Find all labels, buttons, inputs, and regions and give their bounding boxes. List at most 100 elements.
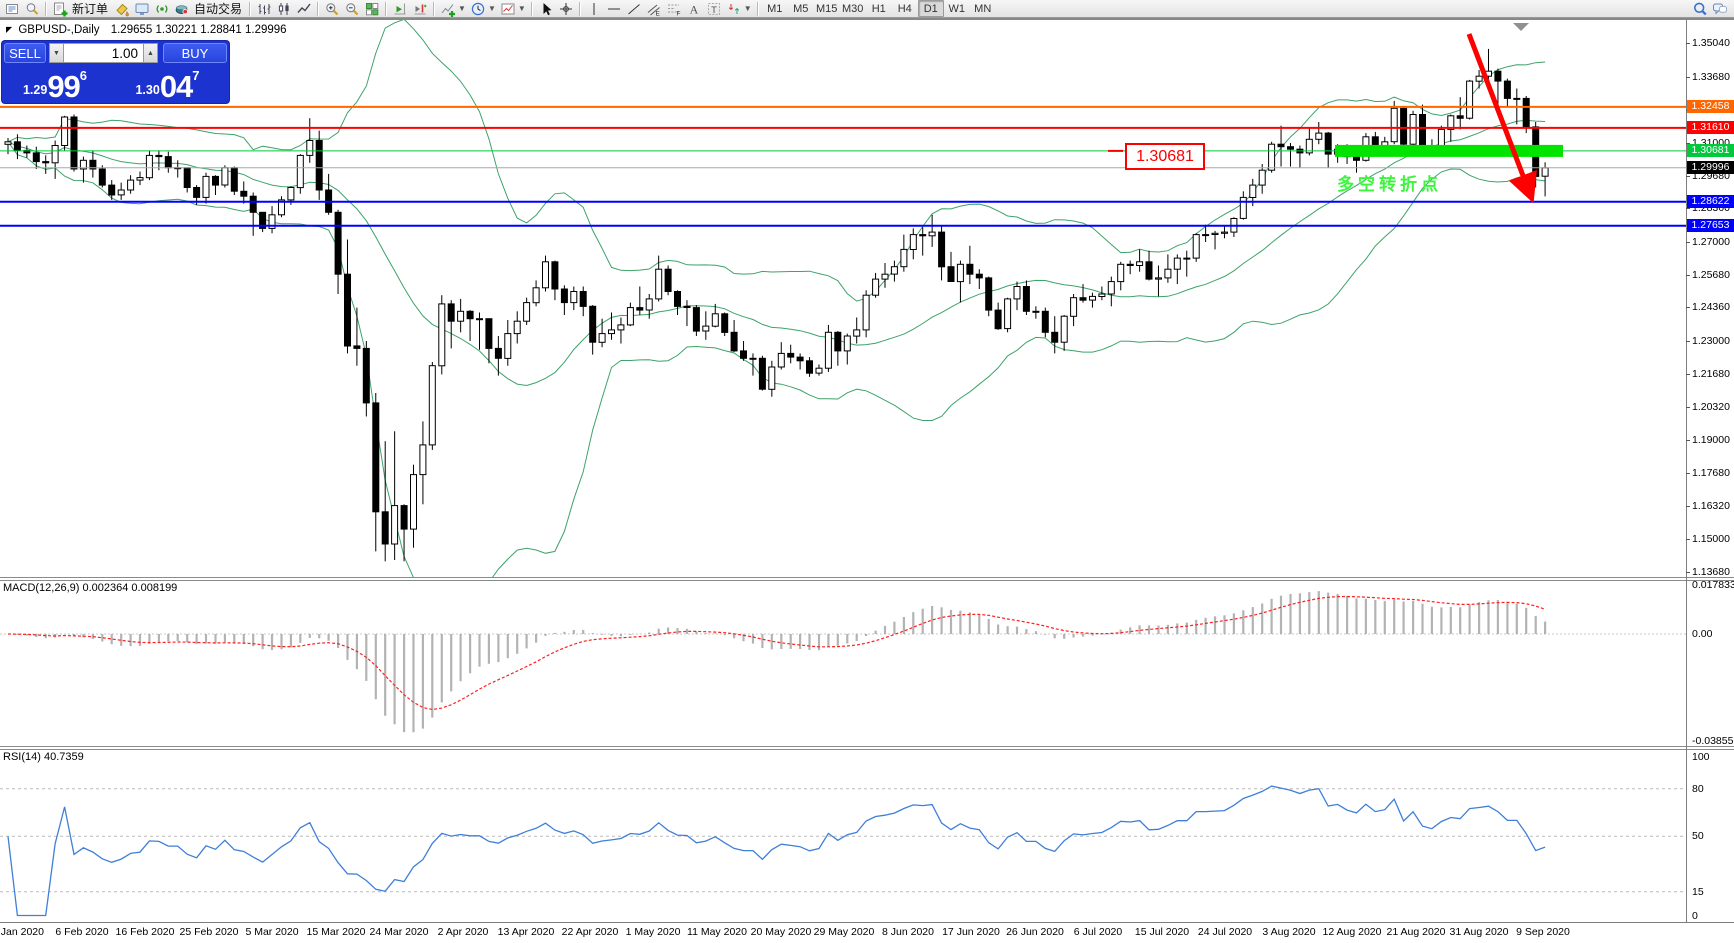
templates-button[interactable]: ▼ xyxy=(498,1,528,17)
publish-button[interactable] xyxy=(132,1,152,17)
axis-tickmark xyxy=(1686,176,1690,177)
label-icon: T xyxy=(707,2,720,15)
timeframe-M1-button[interactable]: M1 xyxy=(767,2,783,15)
crosshair-button[interactable] xyxy=(556,1,576,17)
turning-point-annotation[interactable]: 多空转折点 xyxy=(1337,175,1442,194)
toolbar-separator xyxy=(317,1,320,16)
indicators-button[interactable]: ▼ xyxy=(438,1,468,17)
timeframe-H1-button[interactable]: H1 xyxy=(871,2,886,15)
axis-tickmark xyxy=(1686,440,1690,441)
timeframe-W1-button[interactable]: W1 xyxy=(948,2,965,15)
market-watch-button[interactable] xyxy=(2,1,22,17)
auto-scroll-button[interactable] xyxy=(390,1,410,17)
macd-axis-label: 0.017833 xyxy=(1692,579,1734,591)
chat-icon xyxy=(1713,3,1727,15)
chart-shift-button[interactable] xyxy=(410,1,430,17)
cursor-icon xyxy=(543,2,552,15)
chart-info-line: ◤ GBPUSD-,Daily 1.29655 1.30221 1.28841 … xyxy=(6,24,287,36)
date-axis-label: 29 May 2020 xyxy=(813,926,875,938)
label-button[interactable]: T xyxy=(704,1,724,17)
rsi-panel-svg[interactable] xyxy=(0,748,1686,922)
chart-shift-icon xyxy=(414,4,427,14)
timeframe-M5-button[interactable]: M5 xyxy=(793,2,809,15)
macd-panel-svg[interactable] xyxy=(0,580,1686,746)
auto-trading-label: 自动交易 xyxy=(194,2,243,16)
new-order-button[interactable]: 新订单 xyxy=(50,1,112,17)
search-button[interactable] xyxy=(1690,1,1710,17)
date-axis-label: 6 Feb 2020 xyxy=(55,926,109,938)
dropdown-caret-icon[interactable]: ▼ xyxy=(458,3,466,13)
auto-trading-button[interactable]: 自动交易 xyxy=(172,1,246,17)
bars-chart-icon xyxy=(258,3,271,14)
timeframe-MN-button[interactable]: MN xyxy=(974,2,992,15)
candles-chart-button[interactable] xyxy=(274,1,294,17)
timeframe-M30-button[interactable]: M30 xyxy=(842,2,864,15)
alerts-icon xyxy=(156,4,168,13)
rsi-axis-label: 50 xyxy=(1692,830,1704,842)
chat-button[interactable] xyxy=(1710,1,1730,17)
toolbar-separator xyxy=(578,1,581,16)
sell-price[interactable]: 1.29 99 6 xyxy=(4,65,106,102)
volume-input[interactable]: 1.00 xyxy=(64,43,143,63)
timeframe-H4-button[interactable]: H4 xyxy=(897,2,912,15)
fibonacci-button[interactable]: F xyxy=(664,1,684,17)
new-order-label: 新订单 xyxy=(72,2,109,16)
axis-tickmark xyxy=(1686,275,1690,276)
axis-tickmark xyxy=(1686,341,1690,342)
date-axis-label: 25 Feb 2020 xyxy=(179,926,239,938)
buy-price-big: 04 xyxy=(159,68,193,104)
axis-tickmark xyxy=(1686,307,1690,308)
price-chart-svg[interactable] xyxy=(0,20,1686,577)
date-axis-label: 8 Jun 2020 xyxy=(882,926,934,938)
date-axis-label: 31 Aug 2020 xyxy=(1449,926,1509,938)
volume-decrease-button[interactable]: ▼ xyxy=(49,43,64,63)
data-window-icon xyxy=(26,2,39,15)
date-axis-label: 16 Feb 2020 xyxy=(115,926,175,938)
equidistant-channel-button[interactable]: E xyxy=(644,1,664,17)
panel-separator[interactable] xyxy=(0,577,1734,581)
buy-price-pip: 7 xyxy=(192,68,200,83)
price-callout-box[interactable]: 1.30681 xyxy=(1125,143,1205,170)
timeframe-D1-button[interactable]: D1 xyxy=(917,0,944,17)
price-axis-label: 1.21680 xyxy=(1692,368,1730,380)
periods-button[interactable]: ▼ xyxy=(468,1,498,17)
date-axis-label: 24 Mar 2020 xyxy=(369,926,429,938)
dropdown-caret-icon[interactable]: ▼ xyxy=(517,3,526,13)
fibonacci-icon: F xyxy=(667,4,680,17)
date-axis-label: 9 Sep 2020 xyxy=(1516,926,1570,938)
volume-increase-button[interactable]: ▲ xyxy=(143,43,158,63)
tile-windows-button[interactable] xyxy=(362,1,382,17)
dropdown-caret-icon[interactable]: ▼ xyxy=(743,3,752,13)
text-button[interactable]: A xyxy=(684,1,704,17)
rsi-axis-label: 100 xyxy=(1692,751,1710,763)
arrows-button[interactable]: ▼ xyxy=(724,1,754,17)
dropdown-caret-icon[interactable]: ▼ xyxy=(487,3,496,13)
timeframe-M15-button[interactable]: M15 xyxy=(816,2,838,15)
buy-price[interactable]: 1.30 04 7 xyxy=(108,65,227,104)
bars-chart-button[interactable] xyxy=(254,1,274,17)
vertical-line-icon xyxy=(593,2,595,15)
search-icon xyxy=(1693,2,1707,15)
line-chart-button[interactable] xyxy=(294,1,314,17)
price-badge: 1.28622 xyxy=(1687,195,1734,208)
panel-separator[interactable] xyxy=(0,746,1734,750)
cursor-button[interactable] xyxy=(536,1,556,17)
price-axis-label: 1.25680 xyxy=(1692,269,1730,281)
price-axis-label: 1.23000 xyxy=(1692,335,1730,347)
horizontal-line-button[interactable] xyxy=(604,1,624,17)
svg-text:T: T xyxy=(711,4,717,15)
buy-button[interactable]: BUY xyxy=(163,43,227,63)
zoom-in-button[interactable] xyxy=(322,1,342,17)
trendline-button[interactable] xyxy=(624,1,644,17)
sell-button[interactable]: SELL xyxy=(4,43,46,63)
vertical-line-button[interactable] xyxy=(584,1,604,17)
data-window-button[interactable] xyxy=(22,1,42,17)
axis-tickmark xyxy=(1686,143,1690,144)
axis-tickmark xyxy=(1686,539,1690,540)
zoom-out-button[interactable] xyxy=(342,1,362,17)
date-axis-label: 11 May 2020 xyxy=(687,926,747,938)
styles-button[interactable] xyxy=(112,1,132,17)
date-axis-label: 17 Jun 2020 xyxy=(942,926,1000,938)
alerts-button[interactable] xyxy=(152,1,172,17)
auto-trading-icon xyxy=(175,4,188,14)
